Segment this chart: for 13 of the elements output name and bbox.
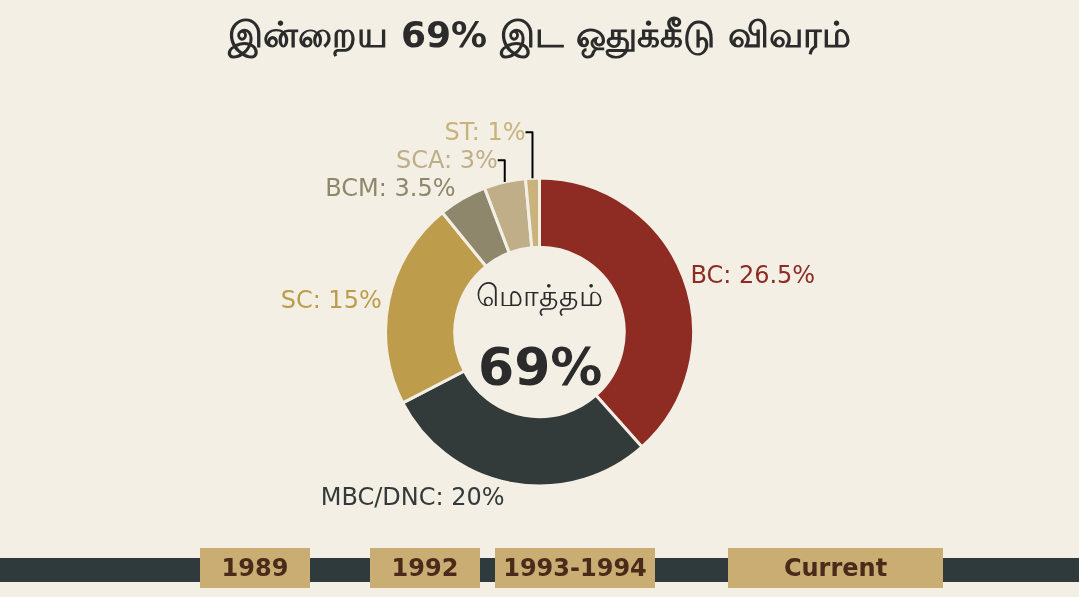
text: மொத்தம்	[476, 278, 603, 316]
slice-label: BCM: 3.5%	[325, 174, 456, 203]
text: 1989	[200, 548, 310, 588]
slice-label: SCA: 3%	[395, 146, 498, 175]
text: 1993-1994	[495, 548, 655, 588]
slice-label: BC: 26.5%	[690, 261, 816, 290]
chart-title: இன்றைய 69% இட ஒதுக்கீடு விவரம்	[227, 13, 851, 59]
slice-label: SC: 15%	[280, 286, 382, 315]
slice-label: MBC/DNC: 20%	[320, 482, 505, 511]
text: 69%	[478, 337, 603, 397]
text: 1992	[370, 548, 480, 588]
text: Current	[728, 548, 943, 588]
slice-label: ST: 1%	[444, 118, 526, 147]
